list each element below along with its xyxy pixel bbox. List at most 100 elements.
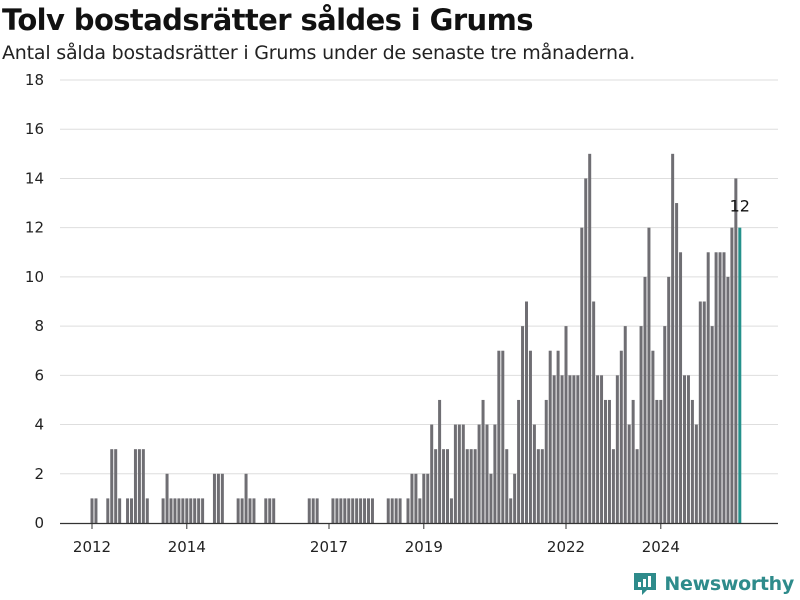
x-tick-label: 2024 xyxy=(642,538,680,556)
bar xyxy=(615,375,619,523)
bar xyxy=(619,350,623,523)
bar xyxy=(414,473,418,523)
bar xyxy=(347,498,351,523)
bar xyxy=(216,473,220,523)
bar xyxy=(193,498,197,523)
bar xyxy=(647,227,651,524)
bar xyxy=(726,276,730,523)
bar xyxy=(118,498,122,523)
bar xyxy=(268,498,272,523)
bar xyxy=(584,178,588,523)
bar xyxy=(90,498,94,523)
bar xyxy=(521,326,525,523)
y-tick-label: 14 xyxy=(25,169,44,187)
bar xyxy=(710,326,714,523)
bar xyxy=(592,301,596,523)
newsworthy-logo: Newsworthy xyxy=(632,571,794,597)
bar xyxy=(457,424,461,523)
bar xyxy=(536,449,540,523)
bar xyxy=(272,498,276,523)
data-labels: 12 xyxy=(730,197,750,216)
bar xyxy=(240,498,244,523)
bar xyxy=(734,178,738,523)
bar xyxy=(355,498,359,523)
bar xyxy=(611,449,615,523)
bar xyxy=(434,449,438,523)
bar xyxy=(596,375,600,523)
bar xyxy=(572,375,576,523)
bar xyxy=(532,424,536,523)
bar xyxy=(544,399,548,523)
bar xyxy=(359,498,363,523)
bar xyxy=(631,399,635,523)
bar xyxy=(315,498,319,523)
bar xyxy=(248,498,252,523)
bar xyxy=(446,449,449,523)
chart-title: Tolv bostadsrätter såldes i Grums xyxy=(2,3,533,37)
bar xyxy=(489,473,493,523)
bar xyxy=(201,498,205,523)
chart-subtitle: Antal sålda bostadsrätter i Grums under … xyxy=(2,42,636,64)
brand-name: Newsworthy xyxy=(664,573,794,595)
bar xyxy=(513,473,517,523)
bar xyxy=(623,326,627,523)
bar xyxy=(493,424,497,523)
bar xyxy=(639,326,643,523)
newsworthy-logo-icon xyxy=(634,573,657,595)
bar xyxy=(683,375,686,523)
bar xyxy=(165,473,169,523)
bar xyxy=(655,399,659,523)
bar xyxy=(738,227,742,524)
bar xyxy=(197,498,201,523)
y-tick-label: 4 xyxy=(34,416,44,434)
bar xyxy=(564,326,568,523)
bar xyxy=(367,498,370,523)
bar xyxy=(339,498,343,523)
bar xyxy=(548,350,552,523)
y-tick-label: 8 xyxy=(34,317,44,335)
bar xyxy=(465,449,469,523)
bar xyxy=(505,449,509,523)
bar xyxy=(244,473,248,523)
y-tick-label: 16 xyxy=(25,120,44,138)
bar xyxy=(556,350,560,523)
bar xyxy=(706,252,710,523)
bar xyxy=(212,473,216,523)
bar xyxy=(406,498,410,523)
y-tick-label: 18 xyxy=(25,71,44,89)
bar xyxy=(698,301,702,523)
y-tick-label: 10 xyxy=(25,268,44,286)
bar xyxy=(635,449,639,523)
highlight-value-label: 12 xyxy=(730,197,750,216)
bar xyxy=(141,449,145,523)
bar xyxy=(264,498,268,523)
bars xyxy=(90,153,742,524)
bar xyxy=(686,375,690,523)
bar xyxy=(370,498,374,523)
y-tick-label: 0 xyxy=(34,514,44,532)
bar xyxy=(252,498,256,523)
bar xyxy=(702,301,706,523)
bar xyxy=(161,498,165,523)
bar xyxy=(627,424,631,523)
bar xyxy=(430,424,434,523)
bar xyxy=(110,449,114,523)
bar xyxy=(663,326,667,523)
bar xyxy=(422,473,426,523)
bar xyxy=(133,449,137,523)
bar xyxy=(335,498,339,523)
bar xyxy=(461,424,465,523)
bar xyxy=(94,498,98,523)
bar xyxy=(477,424,481,523)
bar xyxy=(525,301,528,523)
bar xyxy=(307,498,311,523)
bar xyxy=(189,498,193,523)
x-tick-label: 2019 xyxy=(405,538,443,556)
bar xyxy=(145,498,149,523)
bar xyxy=(694,424,698,523)
bar xyxy=(418,498,422,523)
bar xyxy=(390,498,394,523)
bar xyxy=(177,498,181,523)
bar xyxy=(173,498,177,523)
y-tick-label: 6 xyxy=(34,366,44,384)
